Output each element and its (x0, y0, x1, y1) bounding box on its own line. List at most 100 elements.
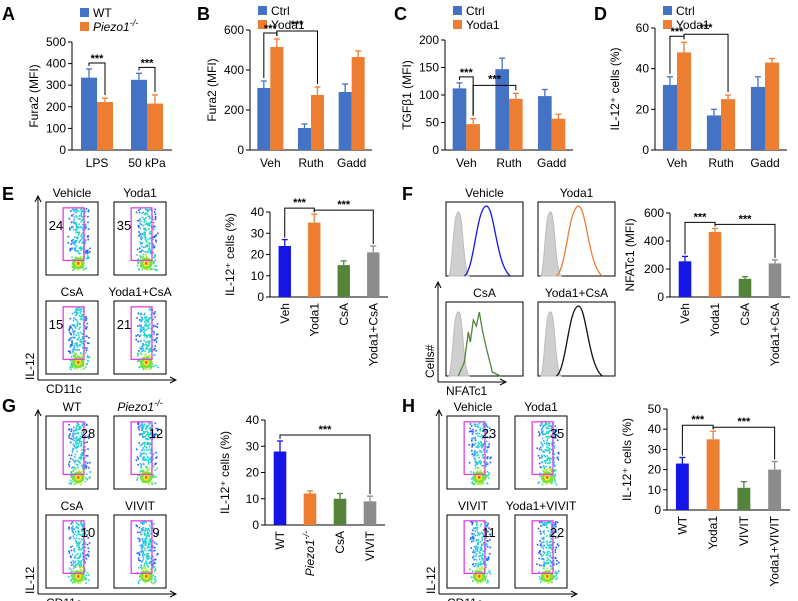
flow-event (70, 326, 72, 329)
flow-event (143, 456, 145, 459)
flow-event (146, 334, 148, 337)
flow-event (81, 528, 83, 531)
flow-event (553, 564, 556, 566)
flow-event (155, 427, 157, 430)
flow-event (89, 461, 91, 464)
y-arrow-head (435, 408, 443, 417)
flow-event (546, 567, 549, 570)
flow-event (476, 470, 478, 472)
flow-event (471, 433, 474, 435)
flow-event (549, 423, 551, 425)
flow-event (148, 435, 150, 437)
flow-event (147, 327, 150, 330)
flow-plot (514, 415, 568, 490)
bar (538, 96, 552, 150)
flow-event (150, 221, 152, 223)
flow-event (78, 469, 81, 472)
flow-event (154, 213, 157, 215)
flow-event (540, 441, 542, 444)
flow-event (139, 330, 142, 332)
flow-event (541, 443, 544, 445)
flow-event (536, 563, 538, 565)
flow-event (536, 544, 539, 546)
flow-event (149, 348, 151, 350)
flow-event (86, 534, 88, 536)
flow-event (548, 569, 551, 572)
flow-event (72, 208, 74, 211)
flow-event (147, 433, 150, 435)
flow-event (479, 567, 482, 570)
flow-event (76, 237, 79, 240)
flow-event (138, 433, 141, 436)
flow-event (73, 317, 75, 319)
flow-event (485, 524, 487, 527)
flow-event (152, 330, 155, 333)
flow-event (145, 316, 148, 318)
flow-event (486, 431, 488, 433)
flow-event (139, 579, 141, 581)
flow-event (144, 232, 146, 235)
y-tick-label: 0 (657, 290, 664, 304)
flow-event (136, 479, 138, 481)
flow-event (557, 536, 559, 539)
flow-event (142, 367, 145, 370)
flow-event (142, 556, 144, 558)
flow-event (147, 531, 149, 533)
flow-event (147, 545, 149, 548)
flow-event (490, 456, 492, 459)
flow-event (145, 538, 148, 540)
flow-event (480, 564, 482, 566)
flow-event (77, 533, 80, 535)
flow-event (470, 471, 472, 473)
flow-event (144, 533, 146, 536)
flow-event (541, 555, 543, 557)
flow-event (144, 566, 146, 568)
flow-event (86, 356, 89, 359)
flow-event (147, 209, 150, 212)
flow-event (143, 425, 145, 428)
flow-event (152, 238, 154, 241)
legend-label-base: Yoda1 (271, 18, 305, 32)
flow-event (76, 424, 78, 427)
flow-event (152, 242, 154, 245)
gate-box (62, 306, 85, 361)
flow-event (141, 330, 143, 332)
flow-event (73, 243, 76, 246)
flow-event (545, 469, 547, 472)
flow-event (71, 529, 74, 532)
flow-event (147, 334, 150, 337)
flow-event (470, 547, 473, 549)
flow-event (75, 215, 77, 217)
flow-event (488, 571, 490, 574)
flow-event (545, 541, 548, 544)
flow-event (78, 537, 80, 540)
flow-event (72, 228, 75, 231)
flow-event (76, 368, 79, 370)
x-tick-label: Gadd (750, 156, 779, 170)
flow-event (477, 426, 479, 428)
flow-event (80, 211, 83, 213)
flow-event (554, 531, 557, 533)
flow-event (550, 468, 552, 470)
flow-event (476, 543, 479, 545)
flow-event (148, 448, 150, 451)
flow-event (146, 443, 149, 446)
flow-event (480, 523, 483, 525)
flow-event (153, 559, 155, 562)
x-arrow-head (570, 590, 579, 598)
flow-event (146, 469, 149, 472)
x-tick-label: Veh (667, 156, 688, 170)
flow-event (84, 546, 87, 549)
flow-event (143, 334, 146, 337)
flow-event (553, 575, 556, 578)
flow-event (147, 438, 149, 440)
flow-event (152, 582, 155, 585)
flow-event (541, 437, 544, 440)
flow-event (82, 465, 84, 468)
flow-event (75, 437, 77, 439)
histogram-plot: Vehicle (445, 186, 524, 277)
significance-bracket (683, 33, 729, 93)
flow-event (156, 269, 158, 271)
flow-event (141, 567, 144, 569)
flow-event (72, 525, 74, 527)
